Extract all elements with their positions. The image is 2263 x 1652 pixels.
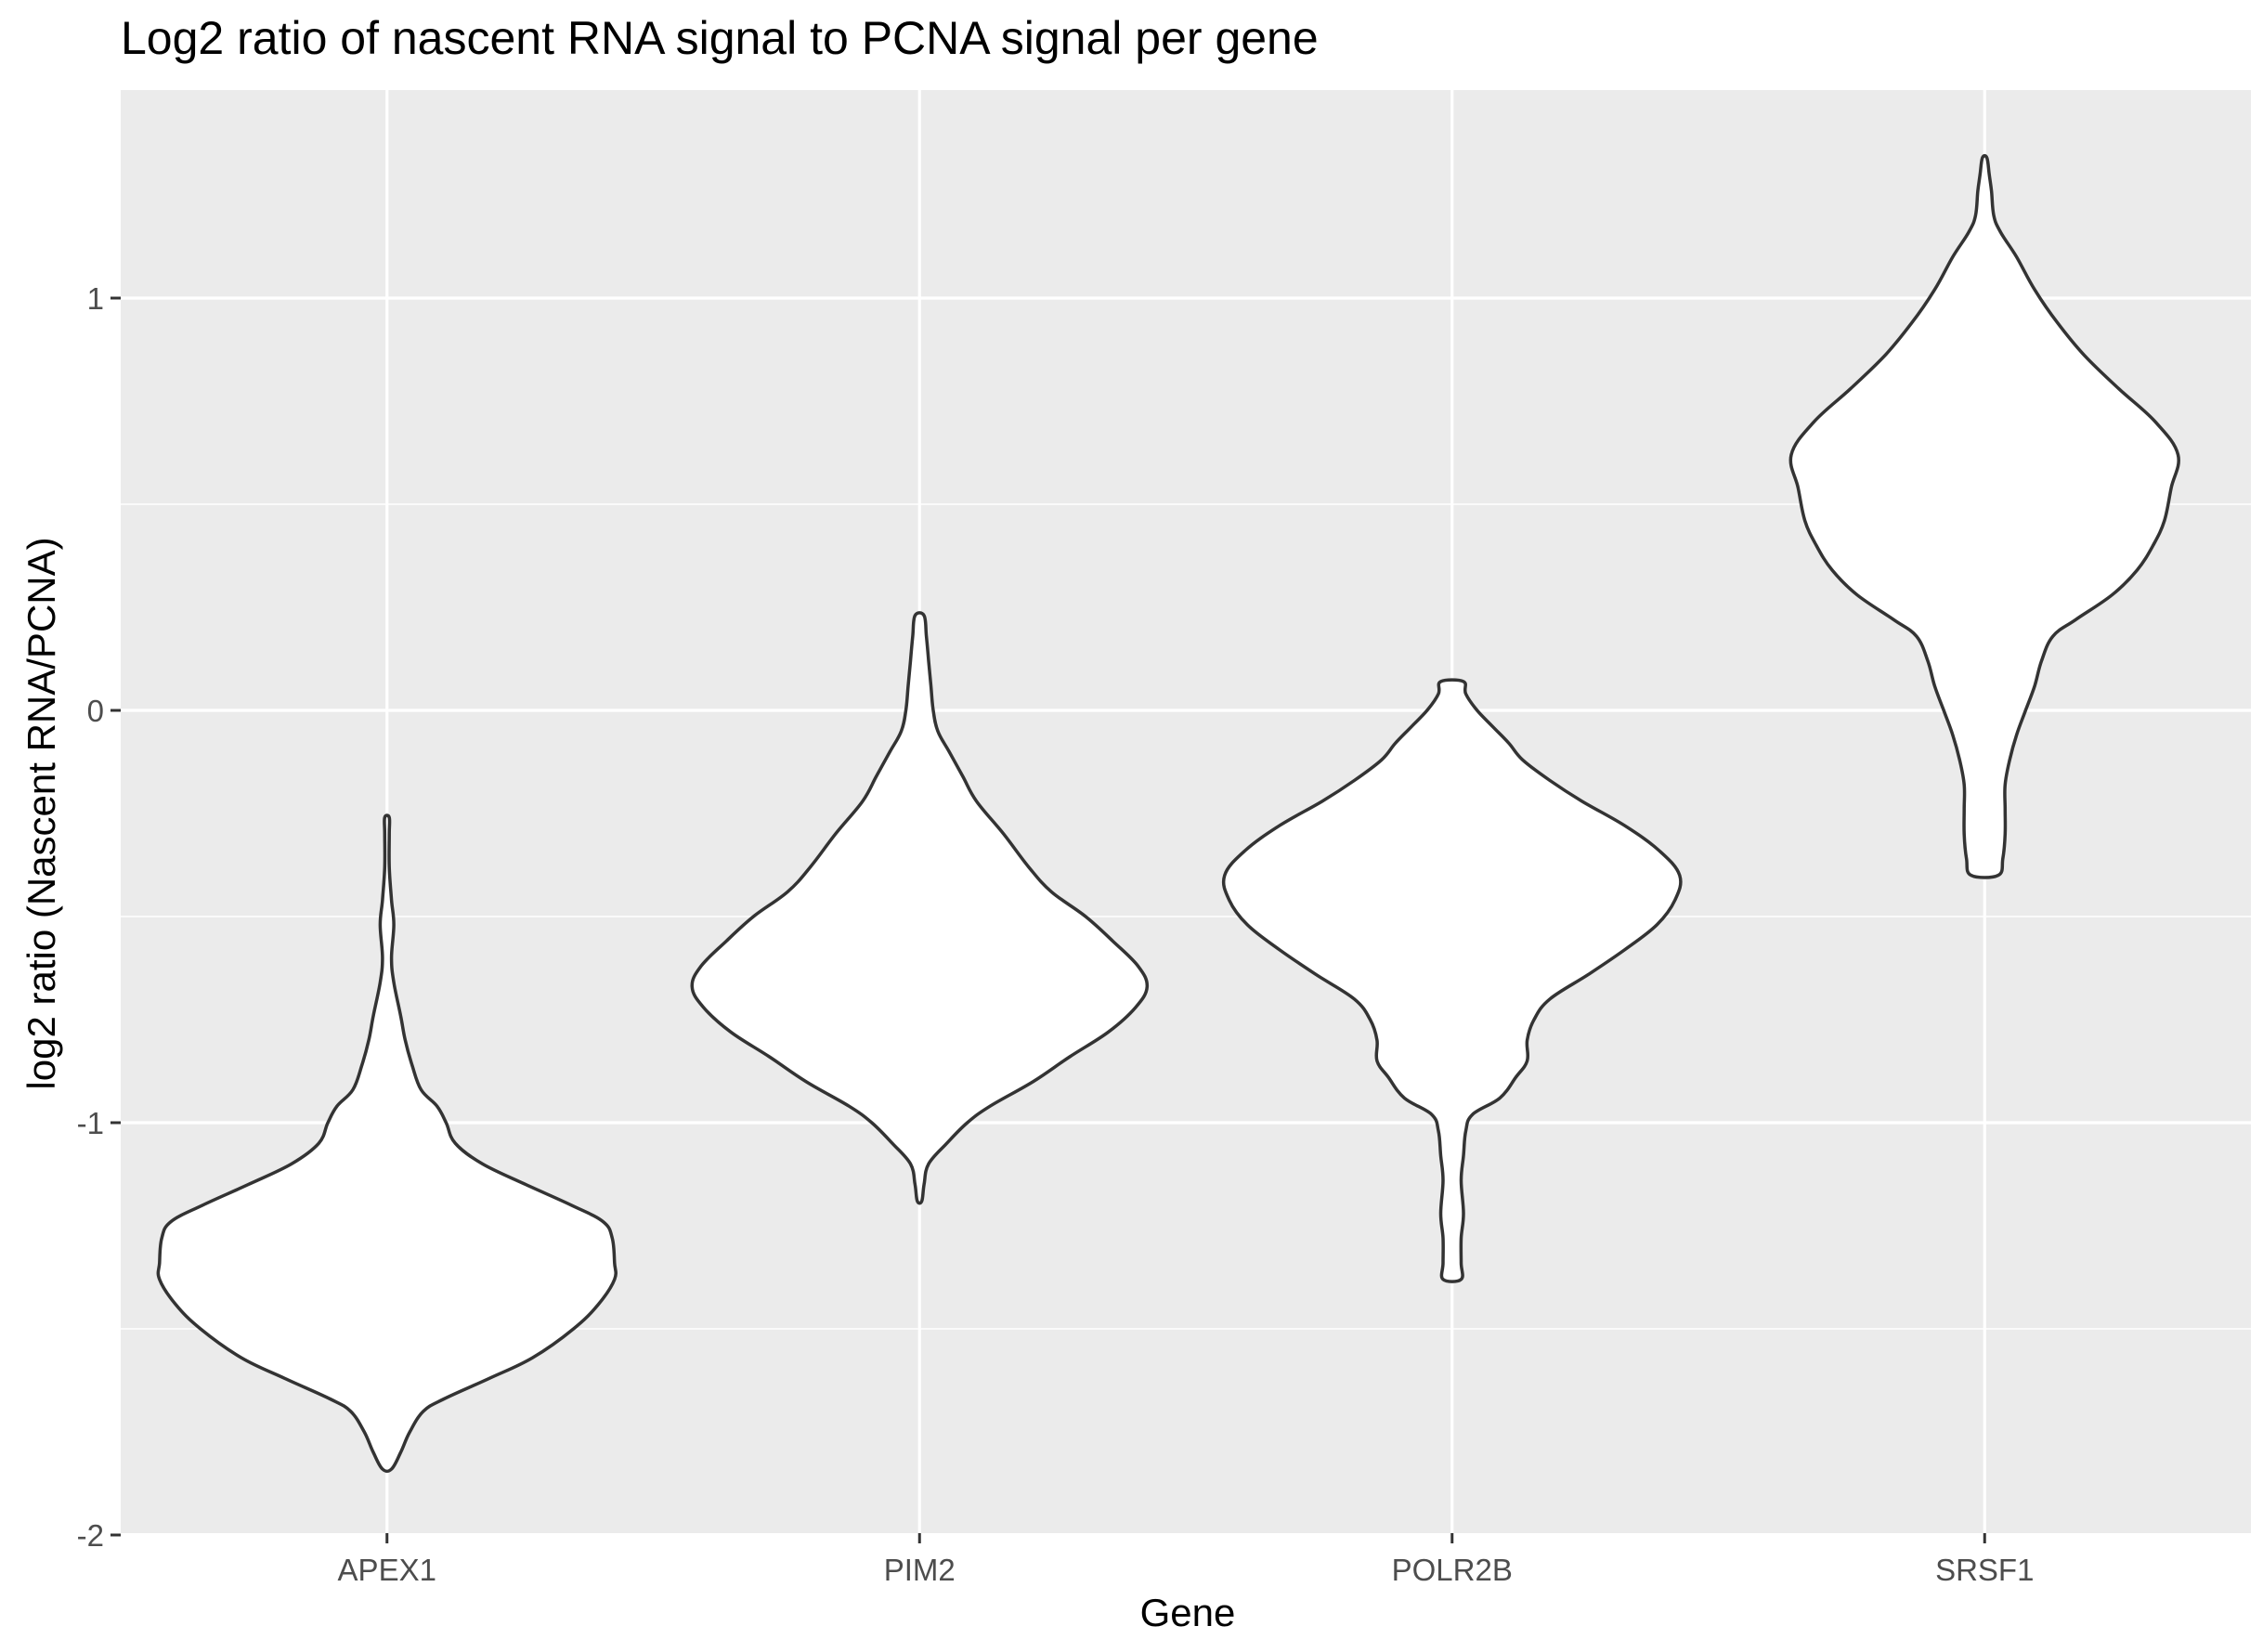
- x-tick-label: PIM2: [884, 1553, 956, 1587]
- violin-apex1: [156, 813, 618, 1474]
- x-tick-label: APEX1: [338, 1553, 436, 1587]
- x-tick-labels: APEX1 PIM2 POLR2B SRSF1: [338, 1553, 2035, 1587]
- chart-title: Log2 ratio of nascent RNA signal to PCNA…: [121, 12, 1319, 64]
- violins: [156, 153, 2180, 1474]
- y-tick-label: -1: [77, 1106, 104, 1140]
- x-tick-label: SRSF1: [1935, 1553, 2034, 1587]
- y-tick-labels: -2 -1 0 1: [77, 281, 104, 1553]
- violin-srsf1: [1788, 153, 2180, 879]
- x-tick-label: POLR2B: [1392, 1553, 1513, 1587]
- violin-pim2: [690, 611, 1150, 1205]
- x-axis-title: Gene: [1140, 1591, 1236, 1634]
- y-axis-title: log2 ratio (Nascent RNA/PCNA): [20, 537, 63, 1089]
- violin-polr2b: [1221, 678, 1683, 1283]
- y-tick-label: -2: [77, 1518, 104, 1553]
- y-tick-label: 1: [87, 281, 104, 316]
- y-tick-label: 0: [87, 694, 104, 728]
- axis-ticks: [111, 296, 1986, 1543]
